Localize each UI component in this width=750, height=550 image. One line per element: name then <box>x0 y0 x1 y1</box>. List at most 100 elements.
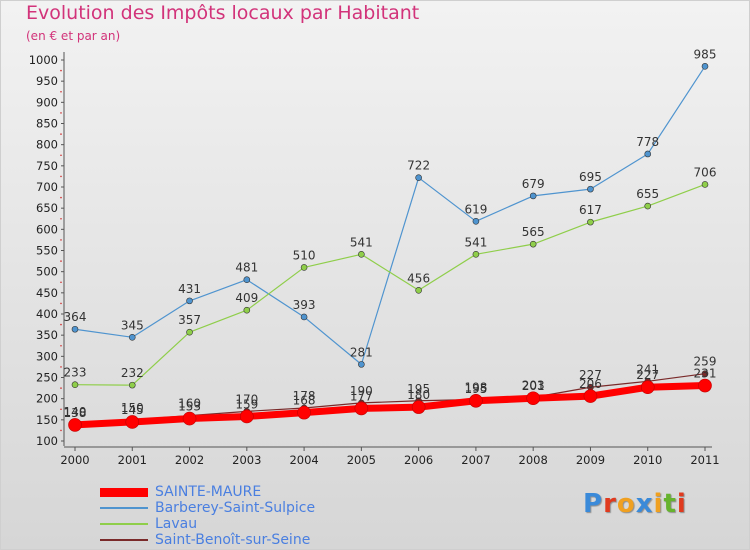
data-label: 565 <box>522 225 545 239</box>
data-label: 233 <box>64 366 87 380</box>
x-tick-label: 2007 <box>461 453 490 467</box>
data-point <box>469 393 483 408</box>
data-point <box>644 150 652 158</box>
data-label: 617 <box>579 203 602 217</box>
data-label: 177 <box>350 389 373 403</box>
data-label: 364 <box>64 310 87 324</box>
data-point <box>587 218 594 226</box>
data-point <box>300 313 308 321</box>
x-tick-label: 2004 <box>289 453 318 467</box>
data-label: 345 <box>121 318 144 332</box>
data-point <box>240 409 254 424</box>
data-label: 431 <box>178 282 201 296</box>
data-label: 138 <box>64 406 87 420</box>
data-label: 357 <box>178 313 201 327</box>
y-tick-label: 900 <box>36 95 58 109</box>
x-tick-label: 2006 <box>404 453 433 467</box>
y-minor-tick <box>60 112 62 114</box>
y-tick-label: 750 <box>36 159 58 173</box>
legend-swatch <box>100 523 148 525</box>
data-label: 232 <box>121 366 144 380</box>
data-point <box>529 192 537 200</box>
data-label: 190 <box>350 384 373 398</box>
data-point <box>640 380 655 395</box>
data-label: 655 <box>636 187 659 201</box>
data-point <box>186 328 193 336</box>
y-minor-tick <box>60 323 62 326</box>
y-minor-tick <box>60 281 62 284</box>
data-label: 195 <box>407 382 430 396</box>
data-label: 206 <box>579 377 602 391</box>
y-tick-label: 550 <box>36 244 58 258</box>
data-label: 159 <box>235 397 258 411</box>
y-minor-tick <box>60 196 62 199</box>
data-point <box>71 325 79 333</box>
y-tick-label: 150 <box>36 413 58 427</box>
data-point <box>701 370 709 377</box>
legend: SAINTE-MAURE Barberey-Saint-Sulpice Lavau S… <box>100 484 400 548</box>
y-tick-label: 350 <box>36 328 58 342</box>
data-label: 150 <box>121 401 144 415</box>
logo-letter: o <box>616 489 636 519</box>
data-label: 195 <box>464 382 487 396</box>
series-line-0 <box>74 382 706 429</box>
y-tick-label: 1000 <box>29 53 58 67</box>
data-point <box>300 264 308 271</box>
data-point <box>125 415 140 429</box>
y-minor-tick <box>60 133 62 135</box>
legend-swatch <box>100 507 148 509</box>
data-label: 203 <box>522 378 545 392</box>
x-tick-label: 2005 <box>347 453 376 467</box>
data-label: 170 <box>235 392 258 406</box>
y-minor-tick <box>60 217 62 220</box>
data-point <box>243 306 251 314</box>
legend-item: Lavau <box>100 516 400 532</box>
y-tick-label: 300 <box>36 349 58 363</box>
data-point <box>415 174 422 181</box>
y-tick-label: 200 <box>36 392 58 406</box>
y-minor-tick <box>60 239 62 241</box>
legend-label: SAINTE-MAURE <box>155 484 262 500</box>
x-tick-label: 2000 <box>60 453 89 467</box>
data-label: 160 <box>178 397 201 411</box>
data-point <box>354 401 369 416</box>
x-tick-label: 2010 <box>633 453 662 467</box>
legend-item: Saint-Benoît-sur-Seine <box>100 532 400 548</box>
data-label: 456 <box>407 271 430 285</box>
data-label: 227 <box>636 368 659 382</box>
y-minor-tick <box>60 90 62 93</box>
y-minor-tick <box>60 69 62 72</box>
proxiti-logo: Proxiti <box>583 489 687 519</box>
data-label: 201 <box>522 379 545 393</box>
data-point <box>182 411 197 426</box>
data-label: 706 <box>694 165 717 179</box>
logo-letter: i <box>653 489 664 519</box>
data-point <box>644 202 652 210</box>
data-point <box>587 185 594 193</box>
data-label: 985 <box>694 47 717 61</box>
x-tick-label: 2008 <box>519 453 548 467</box>
y-minor-tick <box>60 366 62 368</box>
data-label: 541 <box>464 235 487 249</box>
series-points <box>68 63 712 432</box>
y-tick-label: 850 <box>36 117 58 131</box>
chart-subtitle: (en € et par an) <box>26 29 121 43</box>
data-label: 153 <box>178 400 201 414</box>
data-point <box>186 297 193 305</box>
data-point <box>128 333 136 341</box>
logo-letter: P <box>583 489 604 519</box>
legend-label: Barberey-Saint-Sulpice <box>155 500 316 516</box>
y-minor-tick <box>60 408 62 411</box>
y-tick-label: 400 <box>36 307 58 321</box>
y-minor-tick <box>60 154 62 157</box>
data-label: 259 <box>694 355 717 369</box>
data-label: 227 <box>579 368 602 382</box>
data-point <box>698 378 712 393</box>
y-minor-tick <box>60 387 62 389</box>
chart-title: Evolution des Impôts locaux par Habitant <box>26 2 420 24</box>
x-tick-label: 2003 <box>232 453 261 467</box>
x-tick-label: 2009 <box>576 453 605 467</box>
data-point <box>243 276 251 284</box>
y-tick-label: 450 <box>36 286 58 300</box>
